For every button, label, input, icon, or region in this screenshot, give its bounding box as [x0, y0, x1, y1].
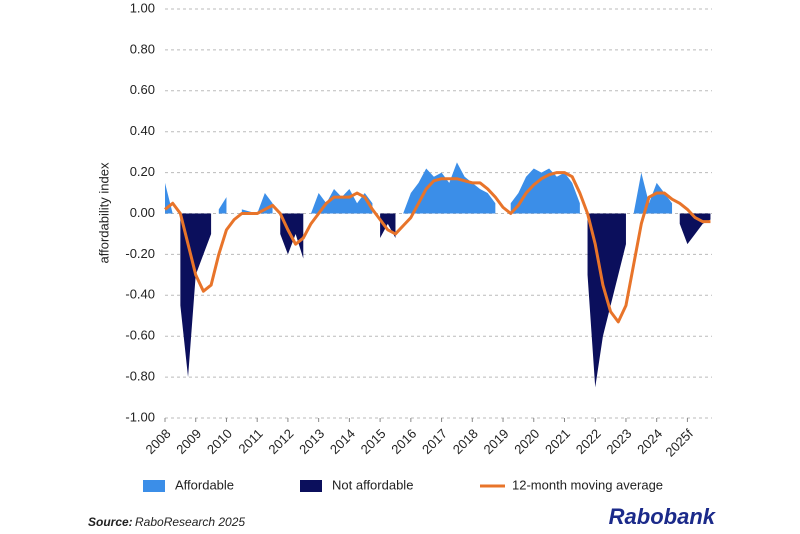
- y-tick-label: -0.80: [125, 369, 155, 384]
- legend-swatch: [143, 480, 165, 492]
- y-tick-label: 1.00: [130, 0, 155, 15]
- x-tick-label: 2012: [265, 426, 296, 457]
- y-tick-label: 0.40: [130, 123, 155, 138]
- x-tick-label: 2023: [603, 426, 634, 457]
- x-tick-label: 2010: [204, 426, 235, 457]
- x-tick-label: 2013: [296, 426, 327, 457]
- legend-label: Not affordable: [332, 477, 413, 492]
- y-axis-label: affordability index: [96, 162, 111, 263]
- y-tick-label: 0.60: [130, 82, 155, 97]
- legend-label: 12-month moving average: [512, 477, 663, 492]
- area: [180, 213, 711, 388]
- x-tick-label: 2022: [573, 426, 604, 457]
- y-tick-label: -1.00: [125, 409, 155, 424]
- x-tick-label: 2018: [450, 426, 481, 457]
- x-tick-label: 2016: [388, 426, 419, 457]
- y-tick-label: -0.20: [125, 246, 155, 261]
- y-tick-label: 0.20: [130, 164, 155, 179]
- x-tick-label: 2017: [419, 426, 450, 457]
- source: RaboResearch 2025: [135, 515, 245, 529]
- y-tick-label: -0.40: [125, 287, 155, 302]
- y-tick-label: 0.80: [130, 41, 155, 56]
- x-tick-label: 2025f: [662, 426, 696, 460]
- line: [164, 171, 711, 324]
- x-tick-label: 2020: [511, 426, 542, 457]
- source-label: Source:: [88, 515, 133, 529]
- legend-label: Affordable: [175, 477, 234, 492]
- x-tick-label: 2019: [481, 426, 512, 457]
- x-tick-label: 2024: [634, 426, 665, 457]
- y-tick-label: -0.60: [125, 328, 155, 343]
- x-tick-label: 2008: [142, 426, 173, 457]
- logo: Rabobank: [609, 504, 717, 529]
- x-tick-label: 2021: [542, 426, 573, 457]
- y-tick-label: 0.00: [130, 205, 155, 220]
- x-tick-label: 2009: [173, 426, 204, 457]
- x-tick-label: 2015: [358, 426, 389, 457]
- x-tick-label: 2014: [327, 426, 358, 457]
- legend-swatch: [300, 480, 322, 492]
- x-tick-label: 2011: [235, 426, 265, 456]
